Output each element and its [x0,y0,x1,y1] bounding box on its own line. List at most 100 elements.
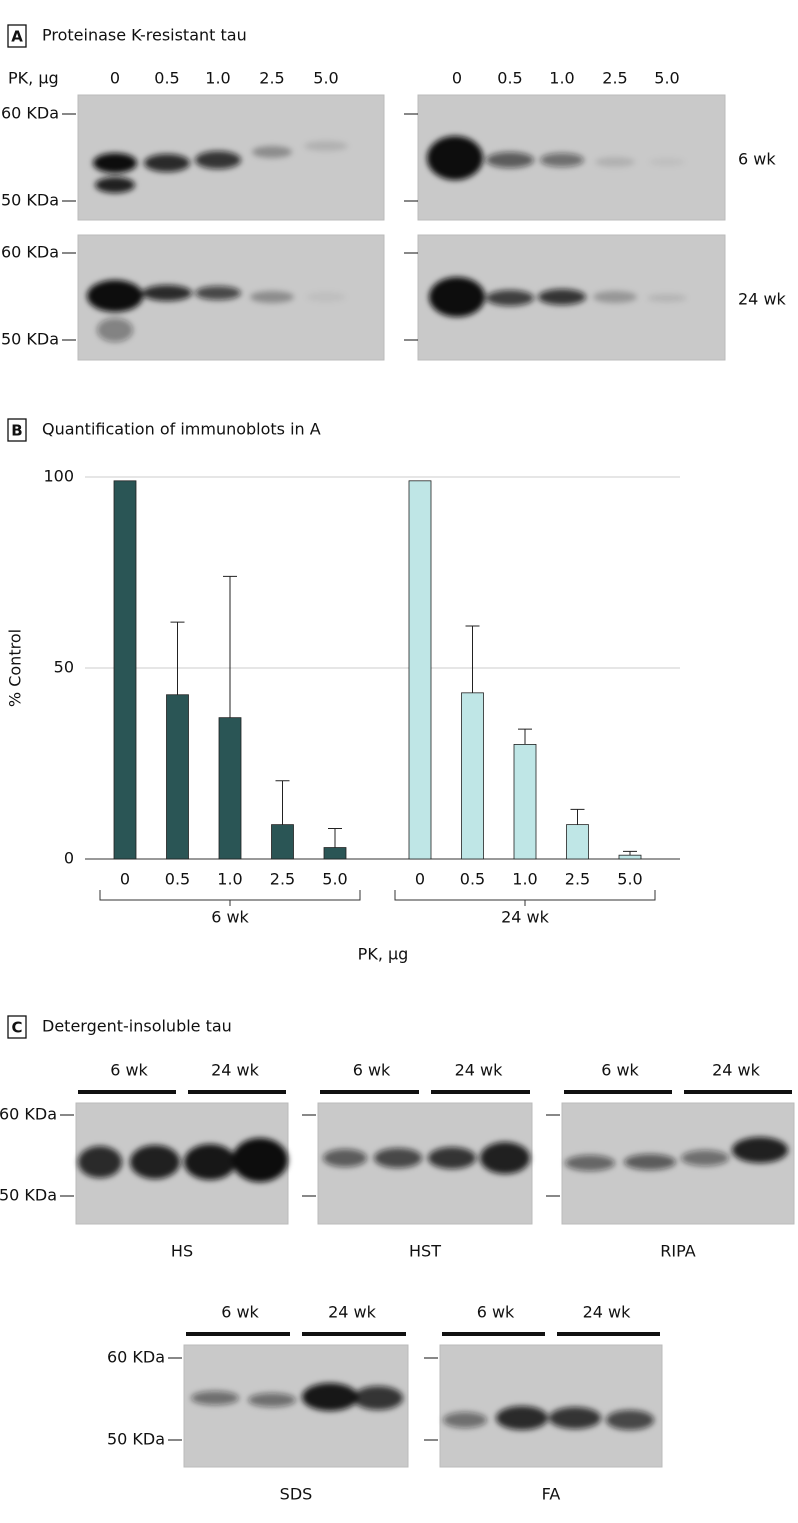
error-bar [275,780,290,825]
x-tick-label: 1.0 [217,870,242,889]
band [486,290,534,306]
band [252,146,292,158]
band [540,153,584,167]
band [184,1144,236,1180]
x-axis-label: PK, µg [358,945,409,964]
band [191,1391,239,1405]
y-tick-label: 0 [64,849,74,868]
blot-name: RIPA [660,1242,695,1261]
group-label: 6 wk [110,1061,148,1080]
dose-label: 0 [452,69,462,88]
band [302,1383,358,1411]
bands [87,280,346,342]
marker-label: 60 KDa [1,243,59,262]
bar [566,824,589,860]
bar [513,744,537,860]
error-bar [223,575,237,718]
error-bar [518,728,532,745]
band [232,1138,288,1182]
blot-name: SDS [280,1485,313,1504]
panel-box [7,24,27,48]
band [87,280,143,312]
group-label: 24 wk [211,1061,260,1080]
band [427,136,483,180]
group-label: 24 wk [501,908,550,927]
band [304,141,348,151]
band [78,1146,122,1178]
band [595,157,635,167]
band [306,292,346,302]
error-bar [328,827,342,848]
x-tick-label: 0 [120,870,130,889]
dose-label: 0.5 [154,69,179,88]
band [130,1145,180,1179]
blot-name: HS [171,1242,193,1261]
band [323,1149,367,1167]
x-tick-label: 1.0 [512,870,537,889]
bands [78,1138,288,1182]
bands [93,141,348,193]
blot-name: HST [409,1242,441,1261]
dose-label: 1.0 [205,69,230,88]
group-label: 6 wk [221,1303,259,1322]
y-tick-label: 100 [43,467,74,486]
group-label: 24 wk [455,1061,504,1080]
panel-title: Detergent-insoluble tau [42,1017,232,1036]
marker-label: 60 KDa [107,1348,165,1367]
error-bar [623,850,637,856]
band [624,1154,676,1170]
x-tick-label: 0.5 [165,870,190,889]
band [681,1150,729,1166]
group-label: 24 wk [712,1061,761,1080]
band [538,289,586,305]
band [649,158,685,166]
band [353,1386,403,1410]
dose-label: 5.0 [654,69,679,88]
blot [439,1344,663,1468]
bar [113,480,137,860]
group-label: 6 wk [477,1303,515,1322]
row-label: 24 wk [738,290,787,309]
band [248,1393,296,1407]
marker-label: 50 KDa [0,1186,57,1205]
bands [191,1383,403,1411]
marker-label: 60 KDa [0,1105,57,1124]
group-label: 6 wk [601,1061,639,1080]
x-tick-label: 0.5 [460,870,485,889]
marker-label: 50 KDa [1,191,59,210]
band [250,291,294,303]
bands [429,277,687,317]
dose-label: 2.5 [602,69,627,88]
band [428,1147,476,1169]
y-tick-label: 50 [54,658,74,677]
group-label: 24 wk [583,1303,632,1322]
band [486,152,534,168]
band [95,177,135,193]
bar [618,854,642,860]
marker-label: 60 KDa [1,104,59,123]
band [593,291,637,303]
band [195,151,241,169]
group-label: 24 wk [328,1303,377,1322]
x-tick-label: 2.5 [565,870,590,889]
bands [565,1137,788,1171]
group-label: 6 wk [353,1061,391,1080]
band [144,154,190,172]
row-label: 6 wk [738,150,776,169]
bands [427,136,685,180]
band [480,1142,530,1174]
band [565,1155,615,1171]
band [606,1410,654,1430]
band [97,318,133,342]
band [496,1406,548,1430]
x-tick-label: 5.0 [322,870,347,889]
bands [443,1406,654,1430]
y-axis-label: % Control [6,629,25,707]
bar [271,824,294,860]
band [732,1137,788,1163]
panel-box [7,418,27,442]
band [195,286,241,300]
dose-label: 0.5 [497,69,522,88]
blot-name: FA [542,1485,561,1504]
group-label: 6 wk [211,908,249,927]
